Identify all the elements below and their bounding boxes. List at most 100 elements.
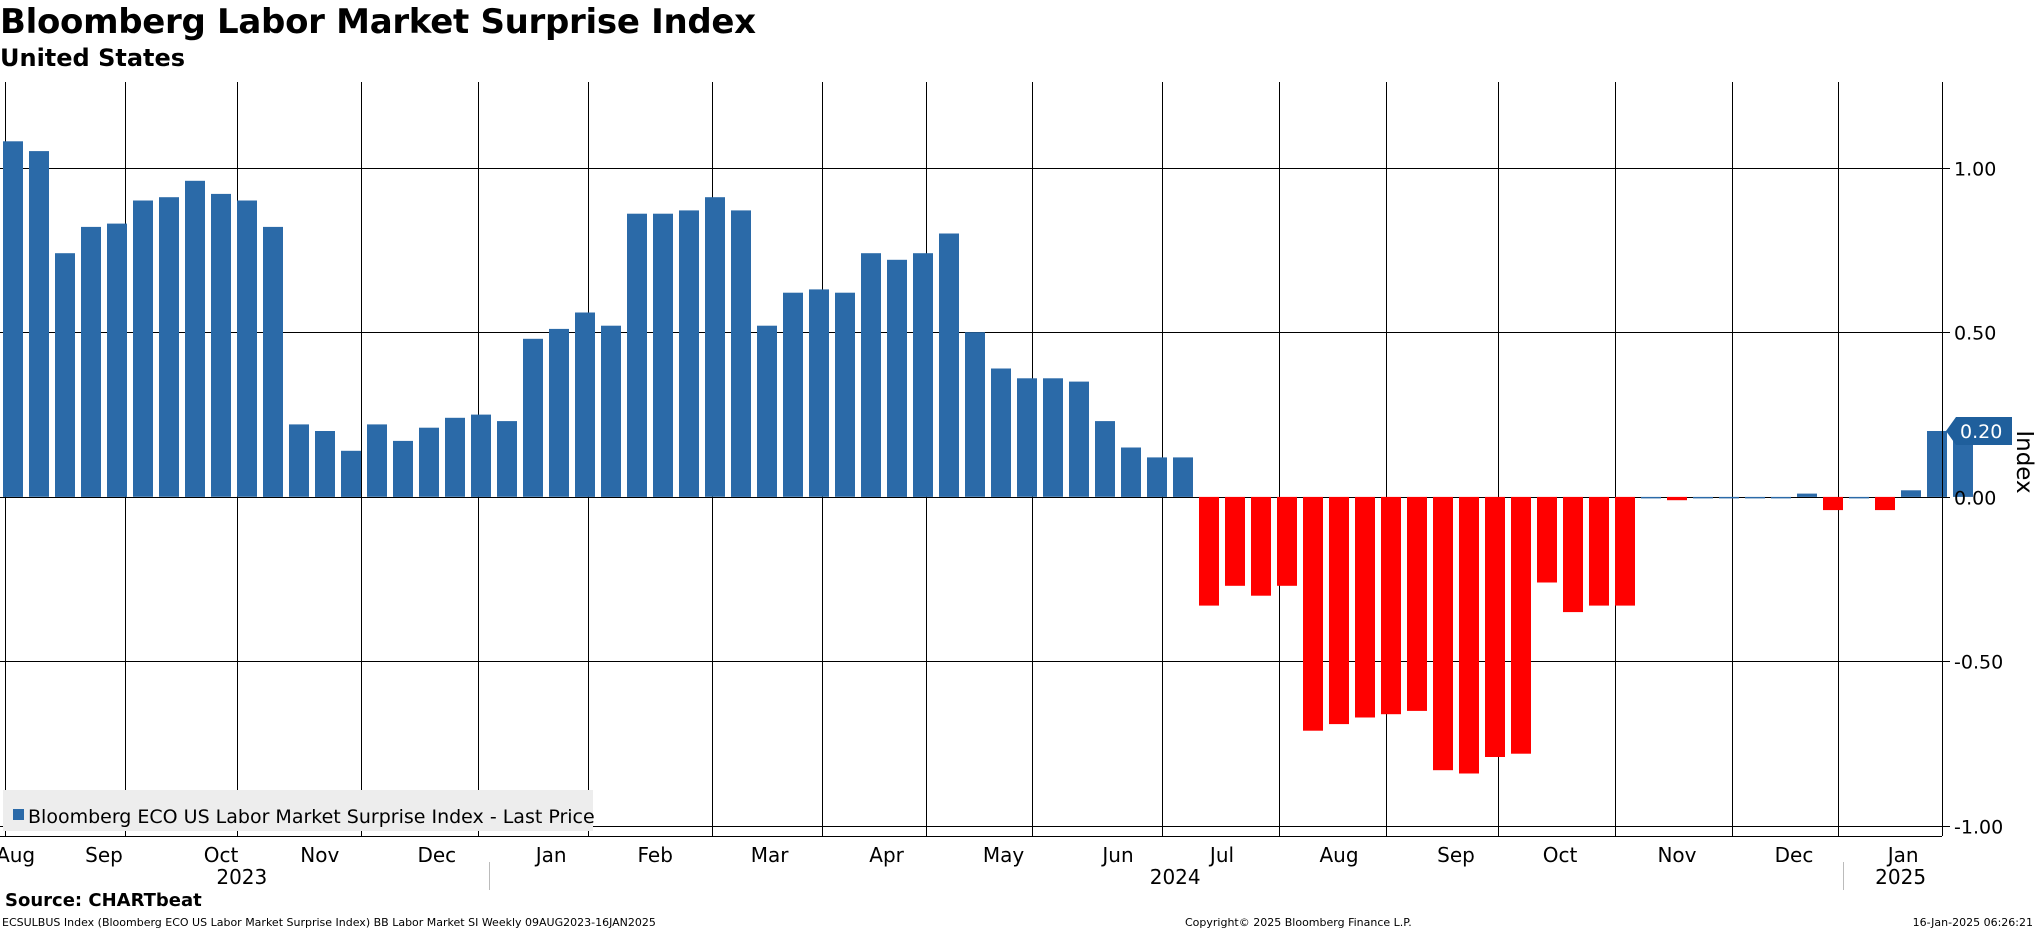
copyright: Copyright© 2025 Bloomberg Finance L.P. — [1185, 916, 1412, 929]
year-label: 2024 — [1150, 865, 1201, 889]
bar — [1485, 496, 1505, 757]
legend-swatch — [13, 809, 24, 820]
bar — [419, 427, 439, 497]
bar — [991, 368, 1011, 497]
bar — [1641, 496, 1661, 499]
bar — [575, 312, 595, 497]
bar — [913, 253, 933, 497]
bar — [1043, 378, 1063, 497]
legend-label: Bloomberg ECO US Labor Market Surprise I… — [28, 806, 595, 828]
bar — [1771, 496, 1791, 499]
bar — [55, 253, 75, 497]
month-label: Jan — [1886, 843, 1919, 867]
bar — [549, 328, 569, 497]
bar — [1589, 496, 1609, 606]
bar — [1563, 496, 1583, 613]
bar — [159, 197, 179, 497]
bar — [1745, 496, 1765, 499]
bar — [1251, 496, 1271, 596]
bar — [471, 414, 491, 497]
bar — [887, 259, 907, 497]
bar — [1875, 496, 1895, 511]
bar — [1953, 431, 1973, 497]
bar — [1225, 496, 1245, 586]
y-tick-label: 1.00 — [1954, 159, 1996, 181]
bar — [211, 193, 231, 497]
last-value-tag: 0.20 — [1946, 417, 2012, 446]
legend: Bloomberg ECO US Labor Market Surprise I… — [3, 790, 595, 831]
bar — [809, 289, 829, 497]
bar — [367, 424, 387, 497]
bar — [1069, 381, 1089, 497]
bar — [497, 421, 517, 497]
month-label: Jan — [534, 843, 567, 867]
bar — [393, 440, 413, 497]
axes: 1.00 0.50 0.00 -0.50 -1.00 Aug Sep Oct Nov Dec Jan… — [0, 82, 2003, 890]
bar — [1849, 496, 1869, 499]
last-value-label: 0.20 — [1960, 421, 2002, 443]
last-value-tag-shape — [1946, 417, 2012, 446]
bar — [1199, 496, 1219, 606]
bar — [1927, 431, 1947, 497]
bar — [81, 226, 101, 497]
bar — [1407, 496, 1427, 711]
bar — [1355, 496, 1375, 718]
bar — [1147, 457, 1167, 497]
year-label: 2025 — [1875, 865, 1926, 889]
bar — [1901, 490, 1921, 497]
bar — [731, 210, 751, 497]
bar — [653, 213, 673, 497]
bar — [133, 200, 153, 497]
bar — [601, 325, 621, 497]
chart-subtitle: United States — [0, 44, 186, 72]
y-tick-label: 0.50 — [1954, 323, 1996, 345]
month-label: May — [983, 843, 1025, 867]
bar — [965, 332, 985, 497]
bar — [29, 151, 49, 497]
source-label: Source: CHARTbeat — [5, 890, 202, 911]
ticker-info: ECSULBUS Index (Bloomberg ECO US Labor M… — [2, 916, 656, 929]
bar — [757, 325, 777, 497]
month-label: Dec — [1775, 843, 1814, 867]
timestamp: 16-Jan-2025 06:26:21 — [1912, 916, 2033, 929]
bar — [3, 141, 23, 497]
bar — [1381, 496, 1401, 715]
month-label: Jul — [1208, 843, 1234, 867]
bar — [1693, 496, 1713, 499]
bar — [627, 213, 647, 497]
bar — [185, 180, 205, 497]
bar — [1303, 496, 1323, 731]
month-label: Sep — [1437, 843, 1475, 867]
bar — [1459, 496, 1479, 774]
bar — [1719, 496, 1739, 499]
y-axis-title: Index — [2011, 430, 2037, 493]
bar — [1173, 457, 1193, 497]
bar — [237, 200, 257, 497]
bar — [263, 226, 283, 497]
bar — [1615, 496, 1635, 606]
month-label: Apr — [869, 843, 904, 867]
bar — [341, 450, 361, 497]
bar — [1095, 421, 1115, 497]
month-label: Oct — [1543, 843, 1578, 867]
bar — [1823, 496, 1843, 511]
bar — [289, 424, 309, 497]
y-tick-label: -0.50 — [1954, 652, 2003, 674]
year-label: 2023 — [216, 865, 267, 889]
bar — [1511, 496, 1531, 754]
bar-series — [3, 141, 1973, 774]
bar — [523, 338, 543, 497]
bar — [1797, 493, 1817, 497]
y-tick-label: 0.00 — [1954, 488, 1996, 510]
month-label: Nov — [1657, 843, 1696, 867]
bar — [1017, 378, 1037, 497]
bar — [315, 431, 335, 497]
bar — [1329, 496, 1349, 725]
bar — [1121, 447, 1141, 497]
month-label: Dec — [417, 843, 456, 867]
bar — [783, 292, 803, 497]
chart-title: Bloomberg Labor Market Surprise Index — [0, 2, 756, 42]
month-label: Nov — [300, 843, 339, 867]
bar — [705, 197, 725, 497]
